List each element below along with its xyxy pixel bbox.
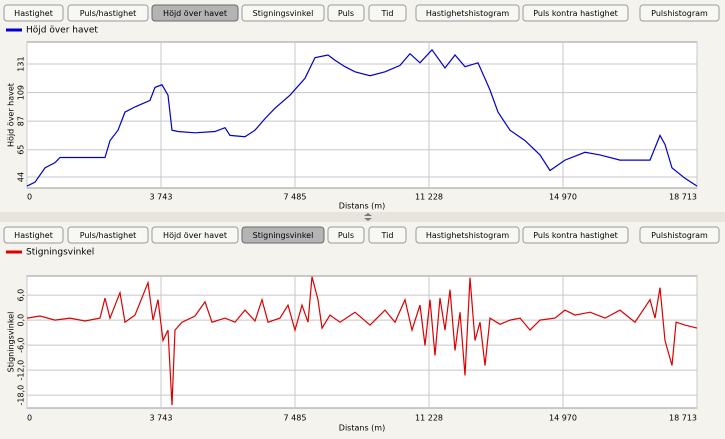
tab-button[interactable] — [3, 4, 64, 22]
tab-label[interactable]: Hastighet — [14, 231, 53, 240]
tab-label[interactable]: Höjd över havet — [163, 231, 227, 240]
x-tick-label: 7 485 — [284, 414, 307, 423]
y-tick-label: 109 — [17, 85, 26, 100]
tab-button[interactable] — [639, 4, 720, 22]
x-tick-label: 11 228 — [415, 193, 443, 202]
tab-button[interactable] — [67, 4, 149, 22]
tab-label[interactable]: Hastighet — [14, 9, 53, 18]
x-tick-label: 0 — [27, 414, 32, 423]
y-tick-label: 87 — [17, 116, 26, 126]
tab-button[interactable] — [368, 226, 407, 244]
data-line — [26, 48, 698, 187]
tab-label[interactable]: Hastighetshistogram — [426, 231, 510, 240]
x-tick-label: 7 485 — [284, 193, 307, 202]
y-tick-label: 0,0 — [17, 314, 26, 327]
tab-label[interactable]: Puls kontra hastighet — [533, 9, 618, 18]
tab-label[interactable]: Stigningsvinkel — [253, 231, 314, 240]
x-axis-label: Distans (m) — [339, 202, 385, 211]
x-tick-label: 11 228 — [415, 414, 443, 423]
tab-button[interactable] — [67, 226, 149, 244]
tab-button[interactable] — [522, 226, 629, 244]
tab-button[interactable] — [415, 4, 520, 22]
tab-button[interactable] — [151, 226, 239, 244]
x-tick-label: 14 970 — [549, 193, 577, 202]
splitter[interactable] — [0, 212, 725, 222]
x-tick-label: 3 743 — [150, 193, 173, 202]
tab-label[interactable]: Stigningsvinkel — [253, 9, 314, 18]
tab-label[interactable]: Puls kontra hastighet — [533, 231, 618, 240]
tab-label[interactable]: Pulshistogram — [651, 9, 708, 18]
tab-label[interactable]: Tid — [381, 9, 394, 18]
tab-button[interactable] — [327, 4, 365, 22]
tab-button[interactable] — [151, 4, 239, 22]
legend-label: Höjd över havet — [26, 26, 98, 36]
tab-label[interactable]: Höjd över havet — [163, 9, 227, 18]
x-tick-label: 0 — [27, 193, 32, 202]
y-tick-label: -12,0 — [17, 360, 26, 381]
y-axis-label: Höjd över havet — [7, 83, 16, 147]
plot-area — [26, 41, 698, 189]
data-line — [26, 276, 698, 406]
tab-button[interactable] — [241, 226, 325, 244]
y-tick-label: 131 — [17, 56, 26, 71]
tab-label[interactable]: Puls/hastighet — [80, 231, 137, 240]
legend-label: Stigningsvinkel — [26, 248, 94, 258]
tab-button[interactable] — [415, 226, 520, 244]
x-axis-label: Distans (m) — [339, 424, 385, 433]
x-tick-label: 14 970 — [549, 414, 577, 423]
y-tick-label: 44 — [17, 172, 26, 182]
tab-label[interactable]: Puls — [338, 231, 354, 240]
tab-label[interactable]: Puls/hastighet — [80, 9, 137, 18]
tab-label[interactable]: Pulshistogram — [651, 231, 708, 240]
tab-button[interactable] — [639, 226, 720, 244]
tab-label[interactable]: Tid — [381, 231, 394, 240]
y-axis-label: Stigningsvinkel — [7, 312, 16, 373]
splitter-grip — [364, 213, 372, 221]
tab-button[interactable] — [241, 4, 325, 22]
tab-button[interactable] — [368, 4, 407, 22]
x-tick-label: 18 713 — [669, 193, 697, 202]
tab-button[interactable] — [3, 226, 64, 244]
plot-area — [26, 275, 698, 409]
tab-button[interactable] — [327, 226, 365, 244]
y-tick-label: 6,0 — [17, 289, 26, 302]
tab-label[interactable]: Puls — [338, 9, 354, 18]
y-tick-label: -6,0 — [17, 337, 26, 353]
y-tick-label: 65 — [17, 145, 26, 155]
y-tick-label: -18,0 — [17, 385, 26, 406]
tab-label[interactable]: Hastighetshistogram — [426, 9, 510, 18]
x-tick-label: 18 713 — [669, 414, 697, 423]
x-tick-label: 3 743 — [150, 414, 173, 423]
tab-button[interactable] — [522, 4, 629, 22]
